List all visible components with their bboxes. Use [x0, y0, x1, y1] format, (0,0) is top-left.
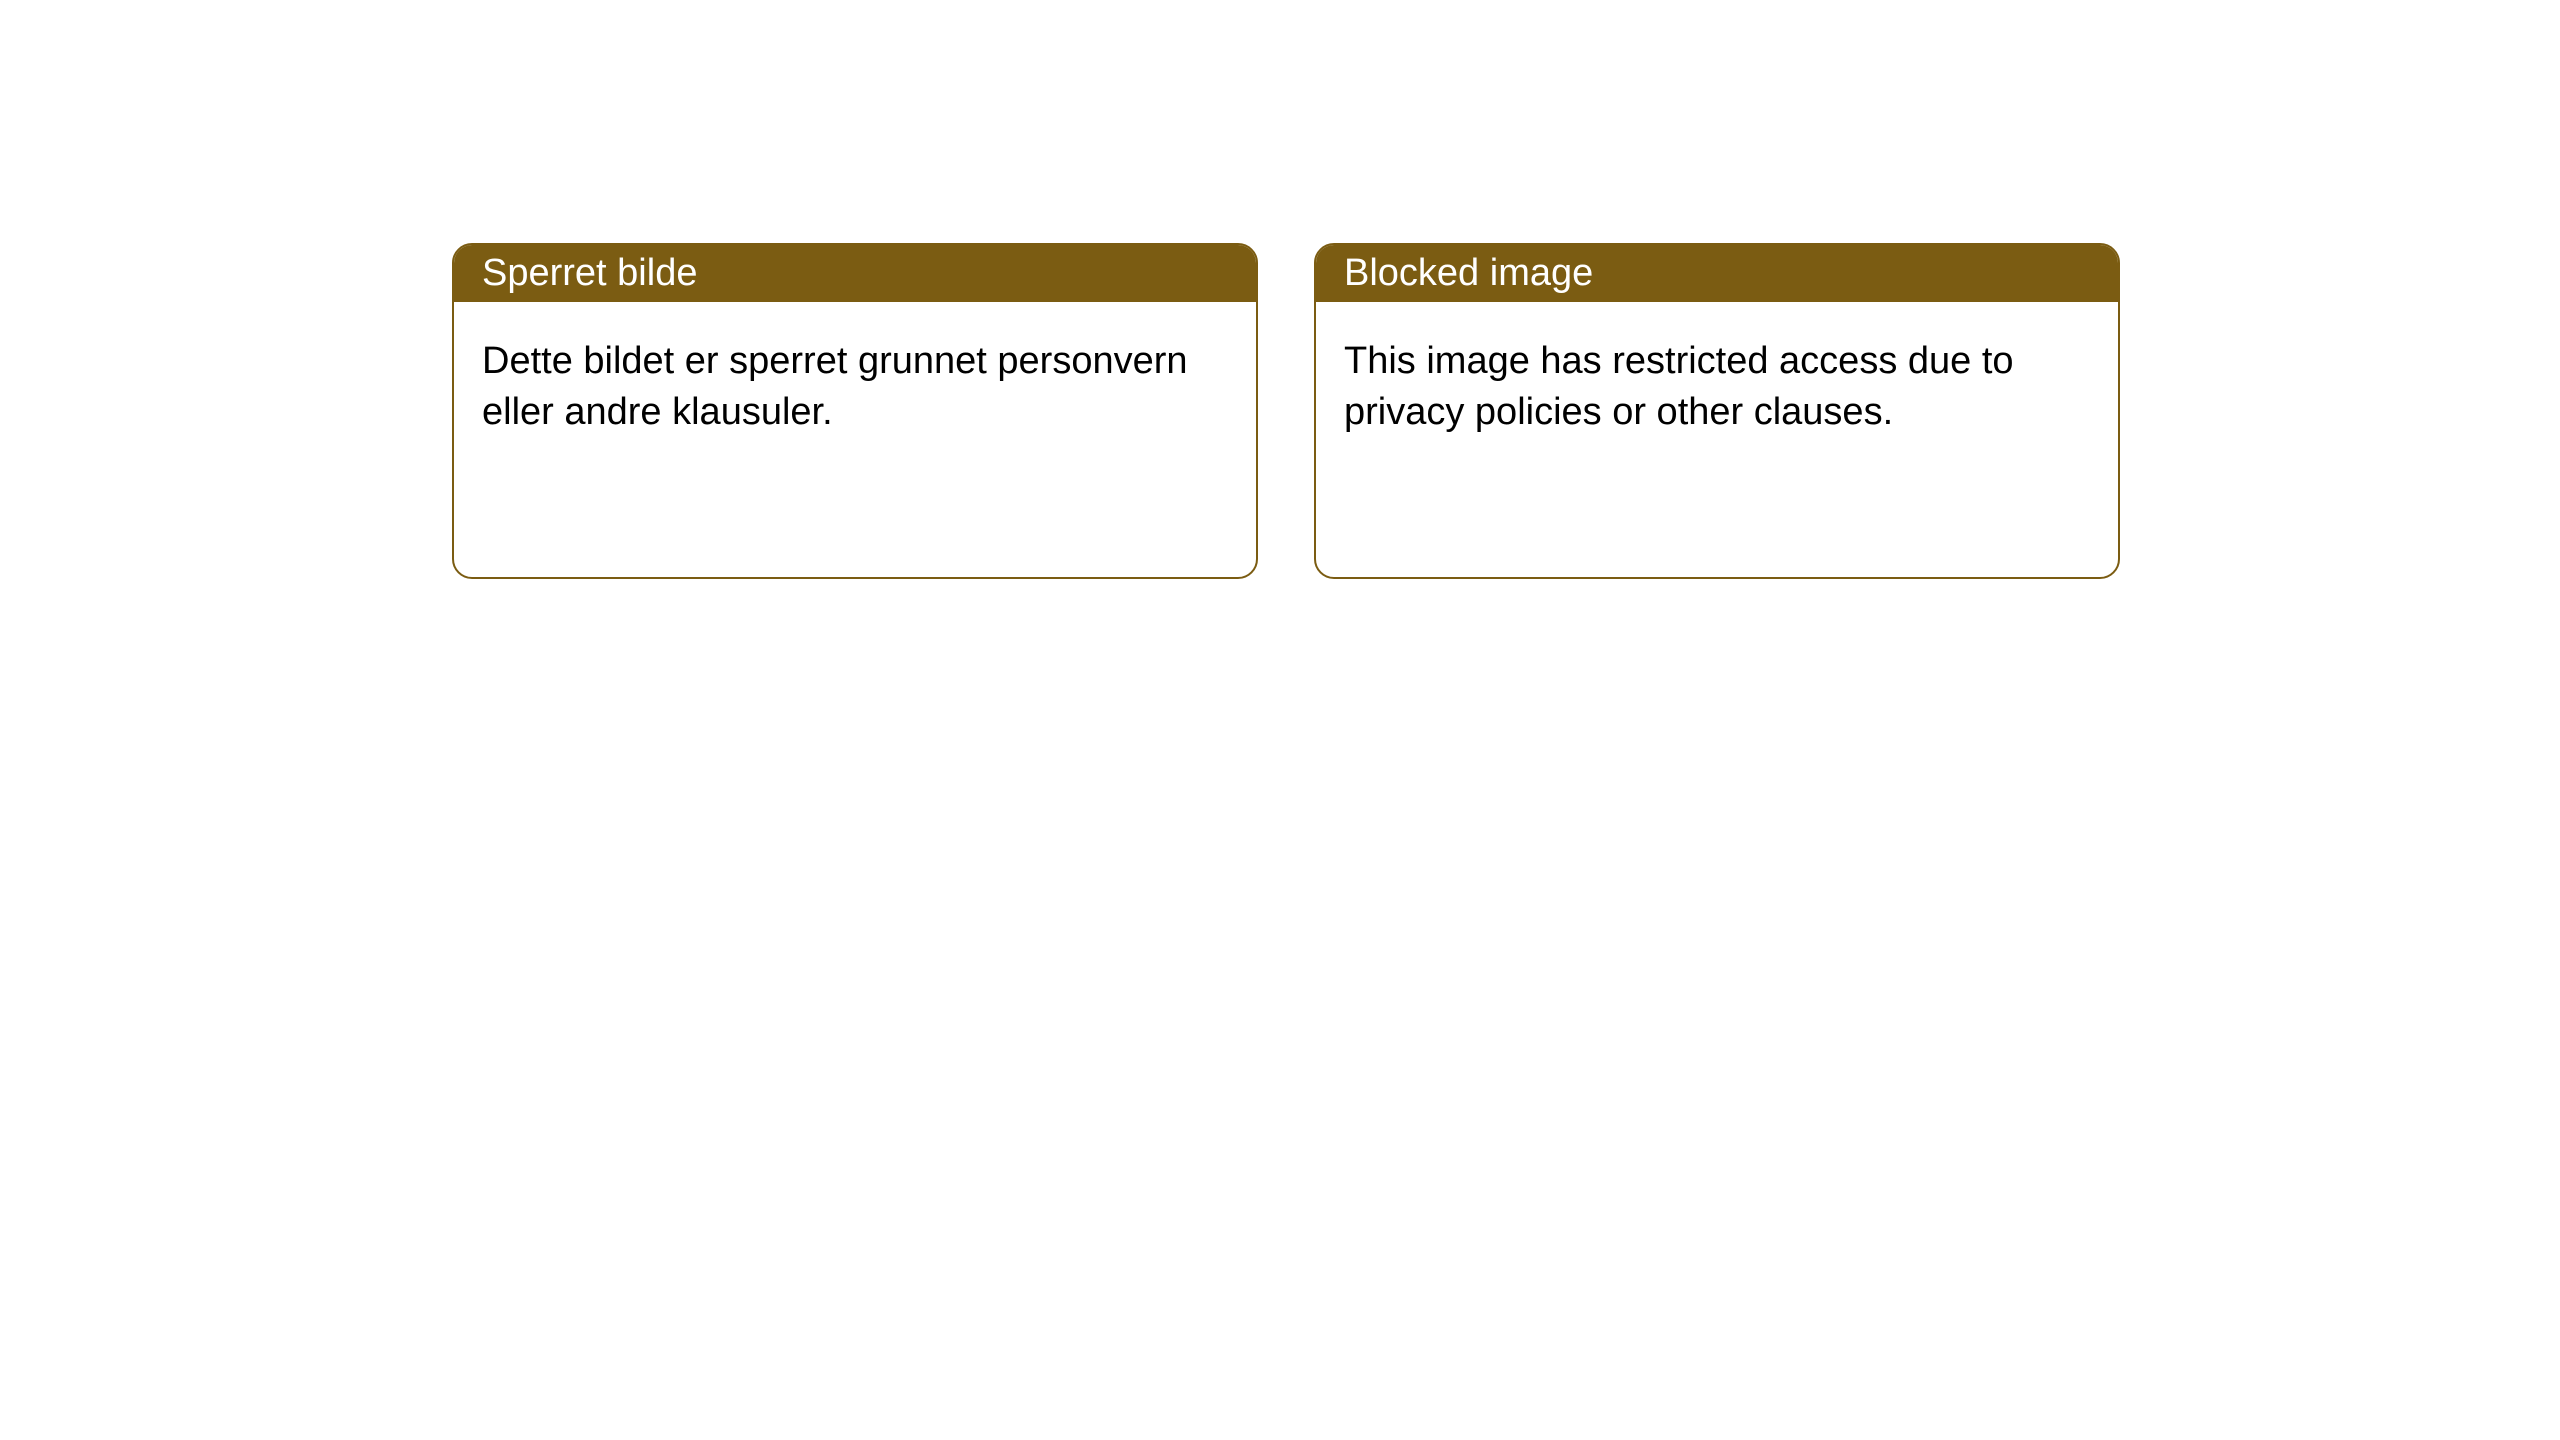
card-title: Blocked image — [1344, 252, 1593, 294]
card-header: Blocked image — [1316, 245, 2118, 302]
blocked-image-card-norwegian: Sperret bilde Dette bildet er sperret gr… — [452, 243, 1258, 579]
card-title: Sperret bilde — [482, 252, 697, 294]
card-message: This image has restricted access due to … — [1344, 340, 2014, 433]
card-header: Sperret bilde — [454, 245, 1256, 302]
card-message: Dette bildet er sperret grunnet personve… — [482, 340, 1188, 433]
card-body: Dette bildet er sperret grunnet personve… — [454, 302, 1256, 473]
blocked-image-card-english: Blocked image This image has restricted … — [1314, 243, 2120, 579]
notice-container: Sperret bilde Dette bildet er sperret gr… — [0, 0, 2560, 579]
card-body: This image has restricted access due to … — [1316, 302, 2118, 473]
